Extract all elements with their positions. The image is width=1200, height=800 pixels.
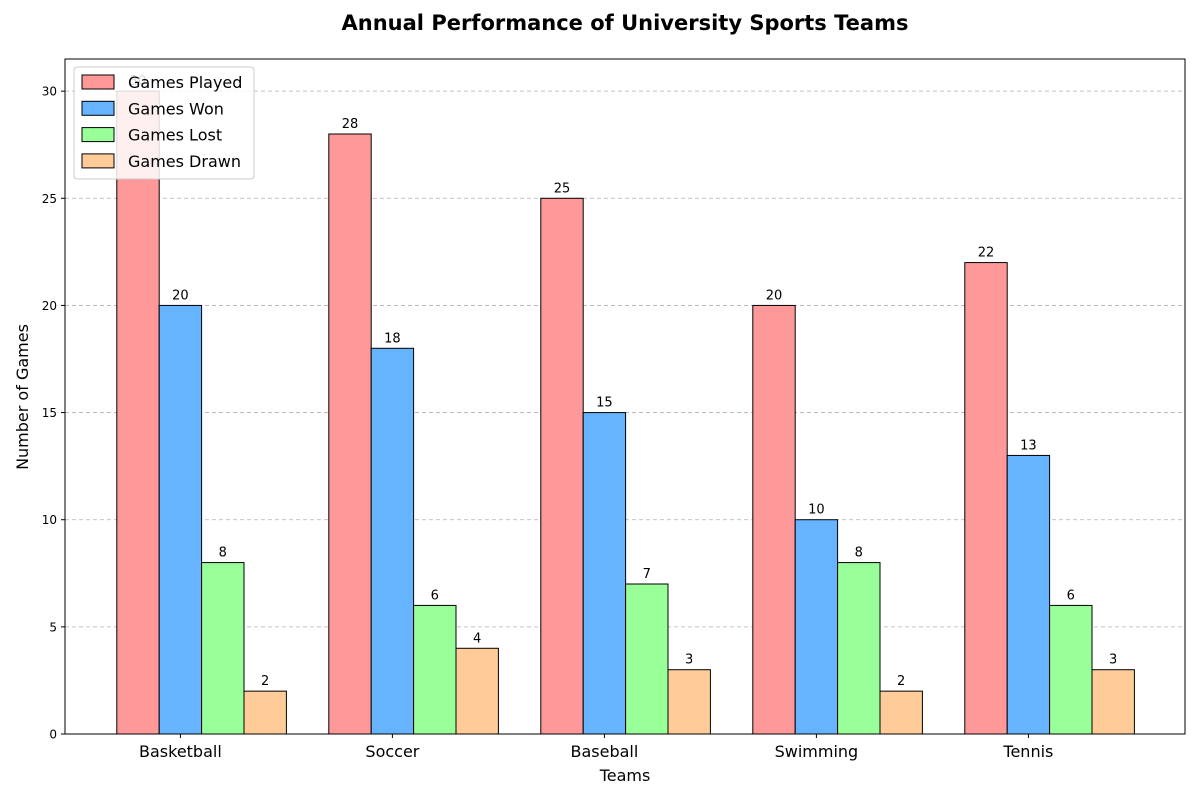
bar-games-drawn-swimming — [879, 690, 923, 735]
x-tick-label: Tennis — [1002, 742, 1053, 761]
bar-games-lost-baseball — [625, 583, 669, 735]
data-label: 3 — [685, 653, 693, 668]
data-label: 18 — [384, 331, 401, 346]
data-label: 3 — [1109, 653, 1117, 668]
y-tick-label: 20 — [42, 299, 57, 313]
bar-games-drawn-soccer — [455, 647, 499, 735]
data-label: 28 — [342, 117, 359, 132]
axes: 0 5 10 15 20 25 30 Basketball Soccer Baseball Swim… — [42, 58, 1186, 761]
data-label: 15 — [596, 396, 613, 411]
bar-games-played-basketball — [116, 90, 160, 735]
y-tick-label: 10 — [42, 513, 57, 527]
y-tick-label: 15 — [42, 406, 57, 420]
bar-games-lost-soccer — [413, 604, 457, 735]
legend-item-label[interactable]: Games Lost — [128, 126, 222, 145]
bar-games-played-baseball — [540, 197, 584, 735]
data-label: 13 — [1020, 438, 1037, 453]
y-axis-label: Number of Games — [13, 324, 32, 470]
y-tick-label: 5 — [49, 620, 57, 634]
x-tick-label: Soccer — [365, 742, 419, 761]
legend-box — [73, 66, 255, 180]
data-label: 6 — [431, 588, 439, 603]
x-tick-label: Baseball — [570, 742, 638, 761]
data-label: 25 — [554, 181, 571, 196]
data-label: 4 — [473, 631, 481, 646]
data-label: 7 — [643, 567, 651, 582]
bars — [116, 90, 1135, 735]
chart-title: Annual Performance of University Sports … — [342, 11, 909, 35]
y-tick-label: 0 — [49, 728, 57, 742]
data-label: 20 — [766, 288, 783, 303]
bar-games-drawn-baseball — [667, 669, 711, 735]
bar-games-won-baseball — [582, 412, 627, 735]
bar-games-played-swimming — [752, 304, 796, 735]
legend[interactable]: Games Played Games Won Games Lost Games Dra… — [73, 66, 255, 180]
legend-item-label[interactable]: Games Drawn — [128, 152, 241, 171]
data-label: 2 — [897, 674, 905, 689]
data-label: 2 — [261, 674, 269, 689]
data-label: 10 — [808, 503, 825, 518]
y-tick-label: 30 — [42, 85, 57, 99]
legend-item-label[interactable]: Games Played — [128, 73, 242, 92]
data-label: 20 — [172, 288, 189, 303]
data-label: 8 — [219, 546, 227, 561]
data-label: 22 — [978, 246, 995, 261]
legend-swatch — [81, 127, 115, 143]
plot-frame — [64, 58, 1186, 735]
legend-swatch — [81, 100, 115, 116]
bar-games-played-tennis — [964, 262, 1008, 735]
legend-swatch — [81, 153, 115, 169]
bar-games-won-swimming — [794, 519, 839, 735]
x-axis-label: Teams — [599, 766, 651, 785]
data-label: 6 — [1067, 588, 1075, 603]
legend-swatch — [81, 74, 115, 90]
bar-games-drawn-basketball — [243, 690, 287, 735]
bar-games-won-basketball — [158, 304, 203, 735]
bar-games-lost-swimming — [837, 562, 881, 735]
bar-games-lost-tennis — [1049, 604, 1093, 735]
bar-games-lost-basketball — [201, 562, 245, 735]
bar-games-won-tennis — [1006, 454, 1051, 735]
legend-item-label[interactable]: Games Won — [128, 99, 224, 118]
bar-games-won-soccer — [370, 347, 415, 735]
x-tick-label: Basketball — [139, 742, 222, 761]
data-label: 8 — [855, 546, 863, 561]
y-tick-label: 25 — [42, 192, 57, 206]
bar-games-played-soccer — [328, 133, 372, 735]
x-tick-label: Swimming — [775, 742, 859, 761]
bar-games-drawn-tennis — [1091, 669, 1135, 735]
